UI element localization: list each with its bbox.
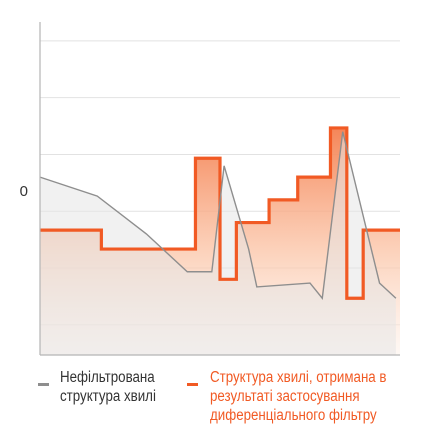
series-line-filtered: [40, 126, 400, 300]
legend-swatch-unfiltered: [38, 383, 49, 386]
legend-item-filtered: Структура хвилі, отримана в результаті з…: [210, 368, 410, 425]
legend-swatch-filtered: [187, 383, 198, 386]
zero-tick-label: 0: [20, 183, 28, 200]
legend-item-unfiltered: Нефільтрована структура хвилі: [60, 368, 179, 406]
area-unfiltered: [40, 131, 396, 355]
legend-label-unfiltered: Нефільтрована структура хвилі: [60, 369, 156, 405]
series-line-unfiltered: [39, 131, 397, 300]
legend-label-filtered: Структура хвилі, отримана в результаті з…: [210, 369, 387, 424]
